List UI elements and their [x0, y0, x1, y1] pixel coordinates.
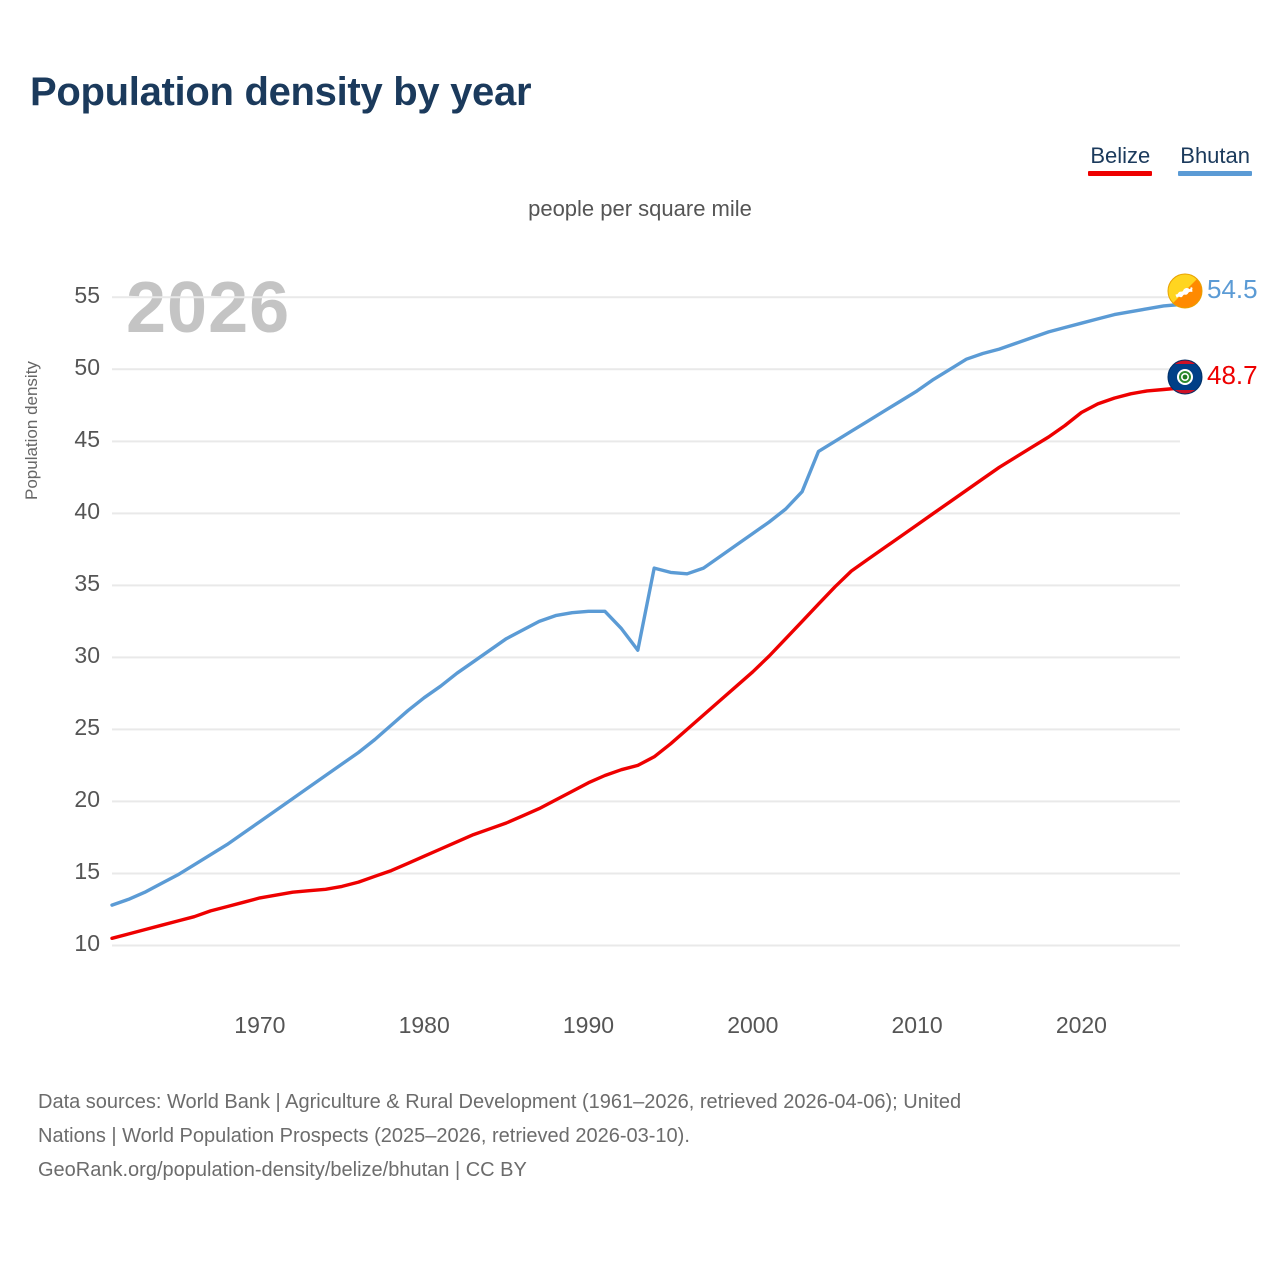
y-tick-label: 45: [74, 426, 100, 453]
footer-line-1: Data sources: World Bank | Agriculture &…: [38, 1091, 962, 1113]
chart-plot-area: [110, 296, 1182, 947]
chart-subtitle: people per square mile: [528, 196, 752, 221]
x-tick-label: 1990: [562, 1012, 615, 1038]
y-tick-label: 35: [74, 570, 100, 597]
y-tick-label: 20: [74, 786, 100, 813]
y-tick-label: 55: [74, 282, 100, 309]
page-title: Population density by year: [30, 70, 532, 114]
series-line-bhutan: [110, 302, 1182, 907]
x-tick-label: 1970: [234, 1012, 286, 1038]
footer-sources: Data sources: World Bank | Agriculture &…: [38, 1085, 1253, 1187]
footer-line-3: GeoRank.org/population-density/belize/bh…: [38, 1159, 527, 1181]
end-value-label-bhutan: 54.5: [1207, 274, 1258, 304]
end-value-label-belize: 48.7: [1207, 360, 1258, 390]
y-tick-label: 50: [74, 354, 100, 381]
legend-color-rule-bhutan: [1178, 171, 1252, 176]
gridlines: [112, 296, 1180, 947]
legend-item-belize[interactable]: Belize: [1088, 143, 1153, 176]
legend: Belize Bhutan: [1088, 144, 1252, 176]
data-series-lines: [110, 302, 1182, 940]
x-tick-label: 2010: [891, 1012, 943, 1038]
year-watermark: 2026: [126, 268, 291, 348]
y-tick-label: 25: [74, 714, 100, 741]
legend-item-bhutan[interactable]: Bhutan: [1178, 144, 1252, 176]
legend-item-label: Belize: [1090, 143, 1151, 168]
bhutan-flag-circle-icon: [1167, 273, 1203, 309]
belize-flag-circle-icon: [1167, 359, 1203, 395]
y-tick-label: 40: [74, 498, 100, 525]
footer-line-2: Nations | World Population Prospects (20…: [38, 1125, 690, 1147]
series-line-belize: [110, 386, 1182, 940]
x-tick-label: 2020: [1055, 1012, 1107, 1038]
y-tick-label: 10: [74, 930, 100, 957]
legend-color-rule-belize: [1088, 171, 1153, 176]
x-tick-label: 2000: [727, 1012, 779, 1038]
legend-item-label: Bhutan: [1180, 143, 1250, 168]
y-tick-label: 30: [74, 642, 100, 669]
x-tick-label: 1980: [398, 1012, 450, 1038]
y-tick-label: 15: [74, 858, 100, 885]
